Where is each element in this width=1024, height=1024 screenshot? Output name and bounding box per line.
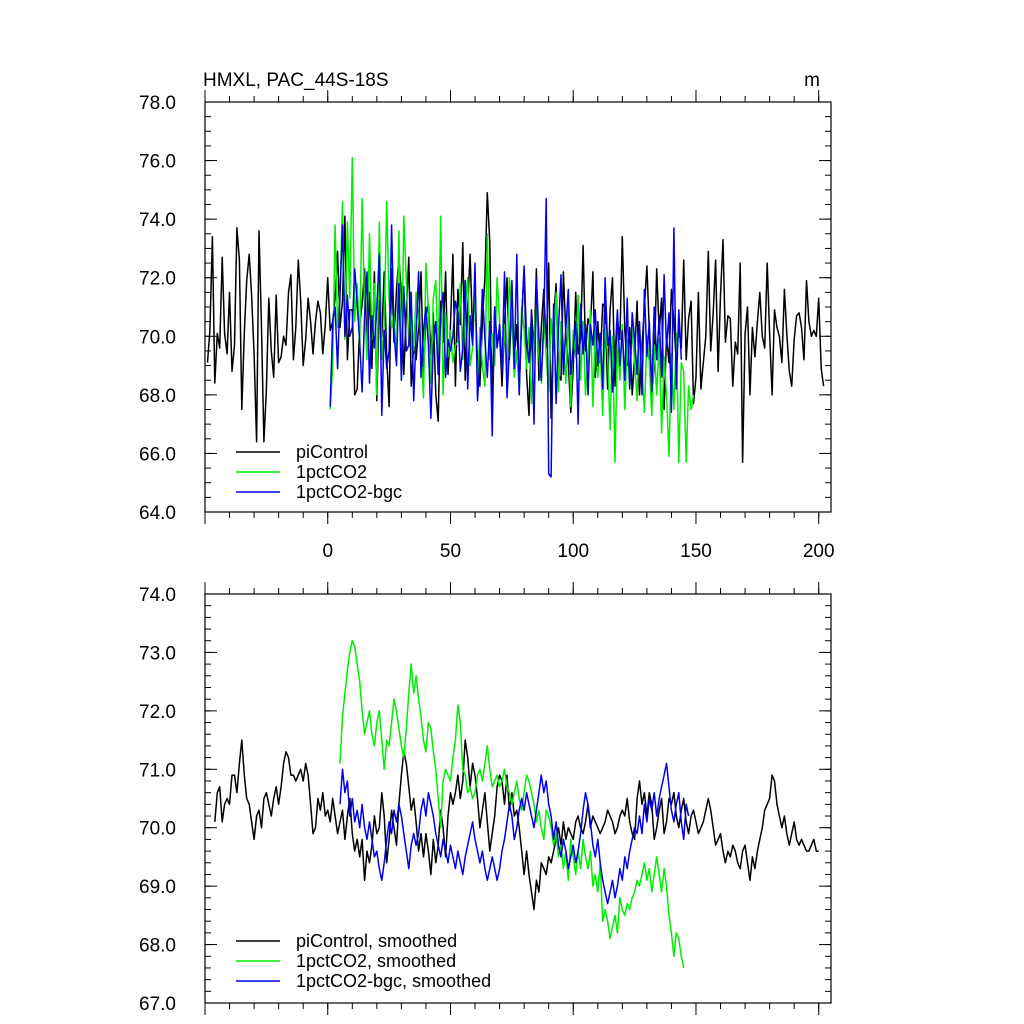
- y-tick-label: 71.0: [139, 760, 176, 781]
- legend-label: 1pctCO2-bgc, smoothed: [296, 971, 491, 991]
- y-tick-label: 76.0: [139, 152, 176, 173]
- series-line-1pctco2: [329, 156, 695, 463]
- units-label: m: [804, 70, 820, 91]
- top-series-group: [206, 156, 825, 478]
- bottom-series-group: [214, 639, 819, 969]
- y-tick-label: 68.0: [139, 386, 176, 407]
- legend-label: 1pctCO2: [296, 462, 367, 482]
- legend-label: piControl, smoothed: [296, 931, 457, 951]
- y-tick-label: 66.0: [139, 444, 176, 465]
- x-tick-label: 50: [440, 541, 461, 562]
- y-tick-label: 64.0: [139, 503, 176, 524]
- y-tick-label: 67.0: [139, 994, 176, 1015]
- legend-label: 1pctCO2-bgc: [296, 482, 402, 502]
- y-tick-label: 70.0: [139, 327, 176, 348]
- x-tick-label: 200: [803, 541, 835, 562]
- y-tick-label: 73.0: [139, 643, 176, 664]
- bottom-axis-ticks: 67.0 68.0 69.0 70.0 71.0 72.0 73.0 74.0: [139, 582, 831, 1015]
- x-tick-label: 0: [322, 541, 333, 562]
- x-tick-label: 150: [680, 541, 712, 562]
- chart-title: HMXL, PAC_44S-18S: [203, 70, 389, 91]
- series-line-1pctco2-bgc: [329, 197, 683, 478]
- legend-label: 1pctCO2, smoothed: [296, 951, 456, 971]
- top-axis-ticks: 64.0 66.0 68.0 70.0 72.0 74.0 76.0 78.0 0 50 100 15…: [139, 90, 835, 562]
- bottom-panel: 67.0 68.0 69.0 70.0 71.0 72.0 73.0 74.0 piContr…: [139, 582, 832, 1015]
- y-tick-label: 78.0: [139, 93, 176, 114]
- legend-label: piControl: [296, 442, 368, 462]
- top-panel: HMXL, PAC_44S-18S m 64.0 66.0 68.0 70.0 72.0…: [139, 70, 835, 562]
- top-plot-frame: [204, 101, 832, 513]
- y-tick-label: 74.0: [139, 210, 176, 231]
- y-tick-label: 72.0: [139, 269, 176, 290]
- y-tick-label: 72.0: [139, 702, 176, 723]
- x-tick-label: 100: [557, 541, 589, 562]
- y-tick-label: 70.0: [139, 819, 176, 840]
- bottom-plot-frame: [204, 593, 832, 1004]
- y-tick-label: 68.0: [139, 936, 176, 957]
- y-tick-label: 69.0: [139, 877, 176, 898]
- series-line-1pctco2-bgc-smoothed: [339, 762, 690, 905]
- series-line-1pctco2-smoothed: [339, 639, 685, 969]
- series-line-picontrol-smoothed: [214, 739, 819, 911]
- y-tick-label: 74.0: [139, 585, 176, 606]
